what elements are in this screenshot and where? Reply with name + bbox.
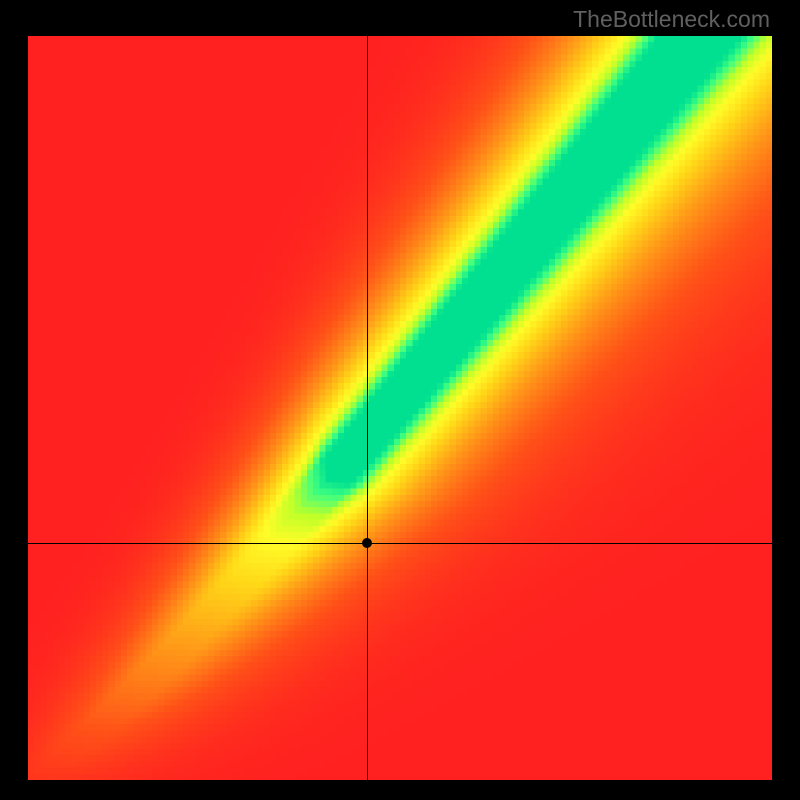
bottleneck-heatmap xyxy=(28,36,772,780)
crosshair-vertical xyxy=(367,36,368,780)
crosshair-horizontal xyxy=(28,543,772,544)
watermark-text: TheBottleneck.com xyxy=(573,6,770,33)
heatmap-canvas xyxy=(28,36,772,780)
selection-marker xyxy=(362,538,372,548)
